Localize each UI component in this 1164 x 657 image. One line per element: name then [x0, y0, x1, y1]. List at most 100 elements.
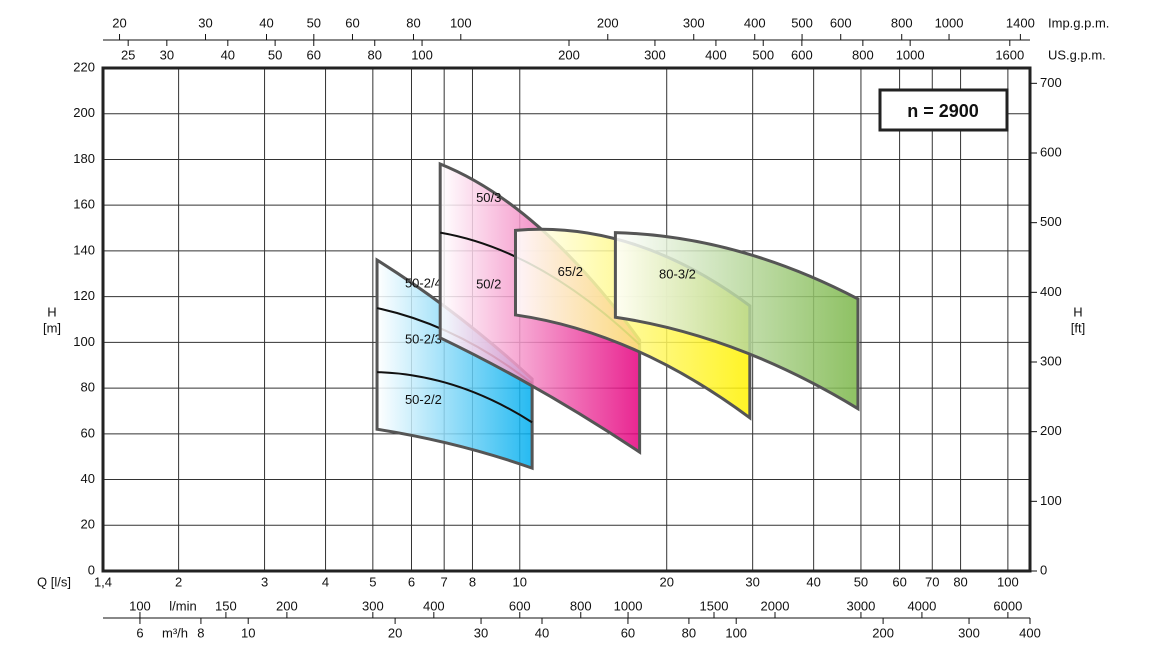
secondary-tick-label: 30	[474, 625, 488, 640]
y2-axis-label: [ft]	[1071, 320, 1085, 335]
secondary-tick-label: 60	[307, 47, 321, 62]
secondary-tick-label: 30	[198, 15, 212, 30]
secondary-tick-label: 1000	[896, 47, 925, 62]
speed-box	[878, 88, 1009, 132]
secondary-tick-label: 1000	[935, 15, 964, 30]
axis-unit: US.g.p.m.	[1048, 47, 1106, 62]
y2-tick-label: 200	[1040, 423, 1062, 438]
secondary-tick-label: 80	[368, 47, 382, 62]
y-tick-label: 220	[73, 59, 95, 74]
y-tick-label: 100	[73, 334, 95, 349]
y-tick-label: 200	[73, 105, 95, 120]
secondary-tick-label: 1500	[700, 598, 729, 613]
y-axis-label: [m]	[43, 320, 61, 335]
y2-tick-label: 400	[1040, 284, 1062, 299]
secondary-tick-label: 300	[683, 15, 705, 30]
y2-tick-label: 600	[1040, 144, 1062, 159]
performance-field	[375, 257, 534, 471]
secondary-tick-label: 300	[362, 598, 384, 613]
pump-curve	[377, 371, 533, 424]
y2-tick-label: 300	[1040, 353, 1062, 368]
secondary-tick-label: 100	[725, 625, 747, 640]
field-label: 50/3	[476, 190, 501, 205]
x-tick-label: 20	[659, 574, 673, 589]
secondary-tick-label: 4000	[907, 598, 936, 613]
secondary-tick-label: 600	[509, 598, 531, 613]
x-tick-label: 100	[997, 574, 1019, 589]
secondary-tick-label: 300	[644, 47, 666, 62]
secondary-tick-label: 300	[958, 625, 980, 640]
secondary-tick-label: 80	[406, 15, 420, 30]
secondary-tick-label: 800	[570, 598, 592, 613]
axis-unit: Imp.g.p.m.	[1048, 15, 1109, 30]
secondary-tick-label: 6	[136, 625, 143, 640]
field-label: 50-2/3	[405, 332, 442, 347]
secondary-tick-label: 50	[268, 47, 282, 62]
y-tick-label: 60	[81, 425, 95, 440]
secondary-tick-label: 6000	[993, 598, 1022, 613]
field-label: 50-2/2	[405, 392, 442, 407]
secondary-tick-label: 60	[345, 15, 359, 30]
x-tick-label: 10	[513, 574, 527, 589]
secondary-tick-label: 400	[744, 15, 766, 30]
x-tick-label: 60	[892, 574, 906, 589]
x-tick-label: 3	[261, 574, 268, 589]
x-tick-label: 7	[441, 574, 448, 589]
field-label: 65/2	[558, 264, 583, 279]
secondary-tick-label: 30	[160, 47, 174, 62]
x-axis-label: Q [l/s]	[37, 574, 71, 589]
axis-unit: l/min	[169, 598, 196, 613]
axis-unit: m³/h	[162, 625, 188, 640]
secondary-tick-label: 600	[791, 47, 813, 62]
y-tick-label: 160	[73, 197, 95, 212]
x-tick-label: 40	[806, 574, 820, 589]
x-tick-label: 30	[745, 574, 759, 589]
x-tick-label: 80	[953, 574, 967, 589]
x-tick-label: 2	[175, 574, 182, 589]
secondary-tick-label: 80	[682, 625, 696, 640]
x-tick-label: 6	[408, 574, 415, 589]
x-tick-label: 8	[469, 574, 476, 589]
secondary-tick-label: 25	[121, 47, 135, 62]
secondary-tick-label: 150	[215, 598, 237, 613]
secondary-tick-label: 40	[535, 625, 549, 640]
secondary-tick-label: 40	[221, 47, 235, 62]
secondary-tick-label: 600	[830, 15, 852, 30]
secondary-tick-label: 60	[621, 625, 635, 640]
y-tick-label: 120	[73, 288, 95, 303]
secondary-tick-label: 200	[558, 47, 580, 62]
y2-tick-label: 100	[1040, 493, 1062, 508]
secondary-tick-label: 3000	[846, 598, 875, 613]
y2-axis-label: H	[1073, 304, 1082, 319]
secondary-tick-label: 100	[411, 47, 433, 62]
secondary-tick-label: 10	[241, 625, 255, 640]
y-tick-label: 20	[81, 517, 95, 532]
secondary-tick-label: 2000	[761, 598, 790, 613]
plot-frame	[101, 66, 1032, 573]
fields: 50-2/4 50-2/3 50-2/2 50/3 50/2 65/2 80-3/2	[375, 161, 860, 471]
secondary-tick-label: 20	[112, 15, 126, 30]
x-tick-label: 5	[369, 574, 376, 589]
secondary-tick-label: 800	[852, 47, 874, 62]
secondary-tick-label: 200	[872, 625, 894, 640]
secondary-tick-label: 1000	[614, 598, 643, 613]
secondary-tick-label: 100	[129, 598, 151, 613]
secondary-tick-label: 1600	[995, 47, 1024, 62]
secondary-tick-label: 50	[307, 15, 321, 30]
secondary-tick-label: 1400	[1006, 15, 1035, 30]
field-label: 50-2/4	[405, 275, 442, 290]
y-tick-label: 40	[81, 471, 95, 486]
y2-tick-label: 0	[1040, 562, 1047, 577]
secondary-tick-label: 400	[423, 598, 445, 613]
secondary-tick-label: 20	[388, 625, 402, 640]
y-tick-label: 0	[88, 562, 95, 577]
speed-label: n = 2900	[907, 101, 979, 121]
x-tick-label: 4	[322, 574, 329, 589]
field-label: 50/2	[476, 277, 501, 292]
field-label: 80-3/2	[659, 266, 696, 281]
x-tick-label: 70	[925, 574, 939, 589]
secondary-tick-label: 800	[891, 15, 913, 30]
secondary-tick-label: 40	[259, 15, 273, 30]
x-tick-label: 1,4	[94, 574, 112, 589]
